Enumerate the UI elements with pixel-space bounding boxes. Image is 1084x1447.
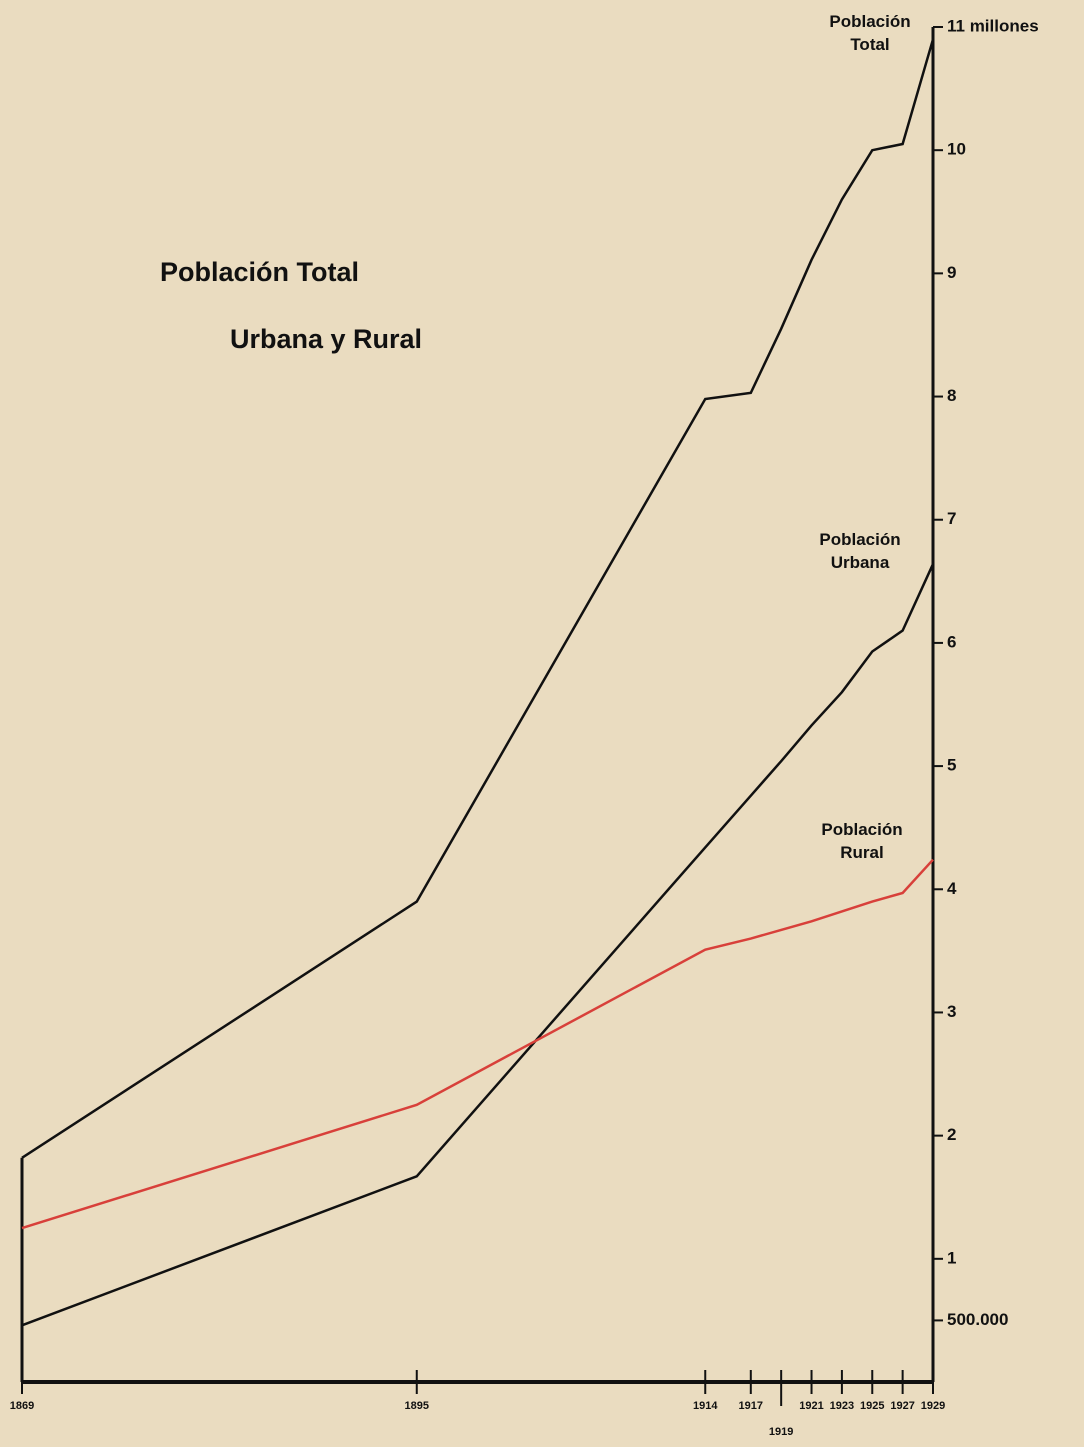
- x-tick-label: 1895: [405, 1400, 429, 1412]
- x-tick-label: 1914: [693, 1400, 718, 1412]
- y-tick-label: 9: [947, 263, 956, 282]
- x-tick-label: 1923: [830, 1400, 854, 1412]
- y-tick-label: 6: [947, 632, 956, 651]
- series-line: [21, 563, 935, 1327]
- y-tick-label: 11 millones: [947, 16, 1039, 35]
- y-tick-label: 500.000: [947, 1310, 1008, 1329]
- x-tick-label: 1929: [921, 1400, 945, 1412]
- series-label: Población Total: [829, 12, 910, 54]
- y-tick-label: 5: [947, 756, 956, 775]
- y-tick-label: 7: [947, 509, 956, 528]
- y-tick-label: 4: [947, 879, 957, 898]
- chart-subtitle: Urbana y Rural: [230, 324, 422, 354]
- y-tick-label: 2: [947, 1125, 956, 1144]
- y-tick-label: 3: [947, 1002, 956, 1021]
- chart-title: Población Total: [160, 257, 359, 287]
- series-label: Población Rural: [821, 820, 902, 862]
- x-tick-label: 1927: [890, 1400, 914, 1412]
- y-tick-label: 10: [947, 140, 966, 159]
- x-tick-label: 1917: [739, 1400, 763, 1412]
- x-tick-label: 1869: [10, 1400, 34, 1412]
- series-line: [21, 858, 934, 1230]
- x-tick-label: 1921: [799, 1400, 823, 1412]
- y-tick-label: 8: [947, 386, 956, 405]
- series-label: Población Urbana: [819, 530, 900, 572]
- series-line: [21, 38, 935, 1159]
- x-tick-label: 1919: [769, 1426, 793, 1438]
- y-tick-label: 1: [947, 1248, 956, 1267]
- x-tick-label: 1925: [860, 1400, 884, 1412]
